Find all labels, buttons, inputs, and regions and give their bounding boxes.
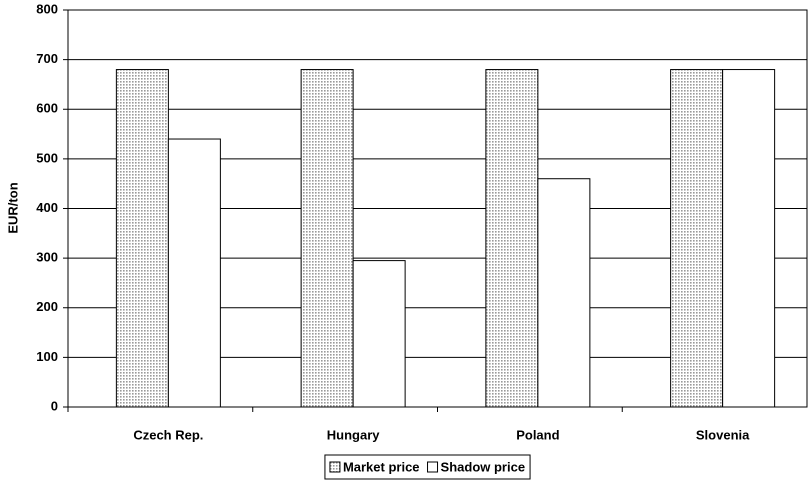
bar	[115, 69, 169, 408]
y-tick-label: 700	[36, 51, 58, 66]
bar	[167, 138, 221, 408]
bar	[537, 178, 591, 408]
bar	[352, 260, 406, 408]
x-tick-label: Poland	[516, 427, 559, 442]
legend-swatch	[427, 461, 439, 473]
x-tick-label: Slovenia	[696, 427, 750, 442]
legend: Market price Shadow price	[324, 454, 531, 480]
legend-swatch	[329, 461, 341, 473]
y-tick-label: 800	[36, 1, 58, 16]
bar	[722, 69, 776, 408]
legend-label: Market price	[343, 459, 420, 474]
y-axis-label: EUR/ton	[5, 182, 20, 233]
y-tick-label: 200	[36, 299, 58, 314]
y-tick-label: 400	[36, 200, 58, 215]
bar	[485, 69, 539, 408]
x-tick-label: Hungary	[327, 427, 381, 442]
y-tick-label: 100	[36, 349, 58, 364]
y-tick-label: 600	[36, 101, 58, 116]
x-tick-label: Czech Rep.	[133, 427, 203, 442]
bar	[300, 69, 354, 408]
legend-label: Shadow price	[441, 459, 526, 474]
bar	[670, 69, 724, 408]
y-tick-label: 500	[36, 150, 58, 165]
y-tick-label: 0	[51, 398, 58, 413]
y-tick-label: 300	[36, 250, 58, 265]
